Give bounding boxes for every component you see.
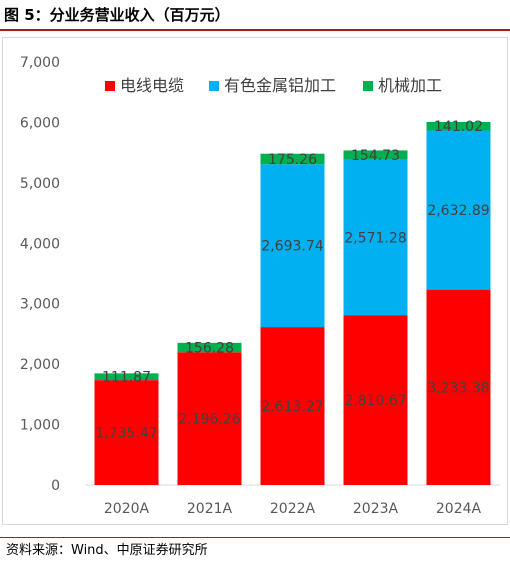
x-tick-label: 2020A — [104, 501, 150, 517]
x-tick-label: 2023A — [353, 501, 399, 517]
bar-cable-2022A — [260, 327, 325, 485]
data-label: 175.26 — [268, 152, 317, 168]
figure-title: 图 5：分业务营业收入（百万元） — [4, 6, 230, 24]
data-label: 2,196.26 — [178, 412, 240, 428]
bar-machining-2020A — [94, 373, 159, 381]
data-label: 2,632.89 — [427, 203, 489, 219]
data-label: 2,613.27 — [261, 399, 323, 415]
y-tick-label: 1,000 — [20, 418, 60, 434]
y-tick-label: 6,000 — [20, 115, 60, 131]
legend-swatch — [363, 81, 373, 91]
y-tick-label: 3,000 — [20, 297, 60, 313]
x-tick-label: 2024A — [436, 501, 482, 517]
data-label: 2,693.74 — [261, 239, 323, 255]
legend-swatch — [105, 81, 115, 91]
data-label: 2,810.67 — [344, 393, 406, 409]
source-rule — [0, 537, 510, 538]
data-label: 1,735.47 — [95, 426, 157, 442]
data-label: 111.87 — [102, 370, 151, 386]
y-tick-label: 7,000 — [20, 55, 60, 71]
x-tick-label: 2021A — [187, 501, 233, 517]
bar-aluminum-2023A — [343, 159, 408, 316]
chart-frame — [2, 37, 508, 525]
legend-label: 电线电缆 — [120, 76, 184, 95]
revenue-stacked-bar-chart: 0 1,000 2,000 3,000 4,000 5,000 6,000 7,000 2020… — [20, 55, 500, 517]
data-label: 154.73 — [351, 148, 400, 164]
legend-swatch — [209, 81, 219, 91]
bar-cable-2020A — [94, 380, 159, 485]
y-tick-label: 5,000 — [20, 176, 60, 192]
x-tick-label: 2022A — [270, 501, 316, 517]
bar-machining-2022A — [260, 153, 325, 165]
bar-cable-2024A — [426, 289, 491, 485]
y-tick-label: 2,000 — [20, 357, 60, 373]
bar-machining-2024A — [426, 121, 491, 131]
bar-machining-2021A — [177, 342, 242, 353]
data-label: 3,233.38 — [427, 380, 489, 396]
data-label: 141.02 — [434, 119, 483, 135]
bar-machining-2023A — [343, 150, 408, 160]
data-label: 2,571.28 — [344, 230, 406, 246]
y-tick-label: 4,000 — [20, 236, 60, 252]
bar-cable-2021A — [177, 352, 242, 485]
source-note: 资料来源：Wind、中原证券研究所 — [6, 543, 208, 558]
bar-aluminum-2024A — [426, 130, 491, 290]
y-tick-label: 0 — [51, 478, 60, 494]
bar-cable-2023A — [343, 315, 408, 485]
legend-label: 有色金属铝加工 — [224, 76, 336, 95]
title-rule — [0, 29, 510, 31]
legend-label: 机械加工 — [378, 76, 442, 95]
data-label: 156.28 — [185, 341, 234, 357]
bar-aluminum-2022A — [260, 164, 325, 328]
